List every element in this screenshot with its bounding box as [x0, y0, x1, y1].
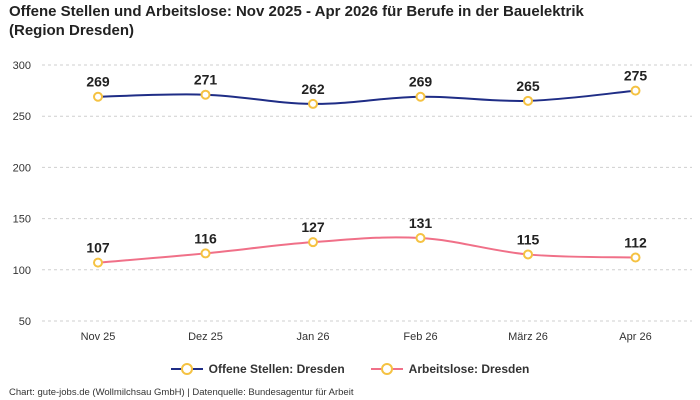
- series-2-point-6: [630, 252, 641, 263]
- y-tick-label-200: 200: [13, 162, 31, 174]
- series-line-1: [97, 89, 636, 105]
- y-tick-label-50: 50: [19, 316, 31, 328]
- x-tick-label-2: Dez 25: [188, 331, 223, 343]
- y-tick-label-100: 100: [13, 265, 31, 277]
- series-1-data-label-1: 269: [86, 74, 110, 90]
- y-tick-label-150: 150: [13, 214, 31, 226]
- series-1-point-2: [200, 89, 211, 100]
- y-tick-label-250: 250: [13, 111, 31, 123]
- legend-swatch-offene-stellen: [170, 363, 203, 375]
- legend-item-offene-stellen[interactable]: Offene Stellen: Dresden: [170, 362, 345, 376]
- legend-item-arbeitslose[interactable]: Arbeitslose: Dresden: [370, 362, 530, 376]
- line-chart: 50 100 150 200 250 300 Nov 25 Dez 25 Jan 26 Feb 2…: [13, 60, 692, 343]
- series-2-data-label-2: 116: [194, 230, 217, 246]
- legend: Offene Stellen: Dresden Arbeitslose: Dre…: [0, 362, 700, 376]
- series-2-data-label-5: 115: [517, 231, 540, 247]
- y-tick-label-300: 300: [13, 60, 31, 72]
- series-2-data-label-6: 112: [624, 235, 647, 251]
- series-2-point-4: [415, 233, 426, 244]
- chart-title: Offene Stellen und Arbeitslose: Nov 2025…: [9, 2, 689, 40]
- series-1-data-label-2: 271: [194, 72, 218, 88]
- series-1-data-label-5: 265: [516, 78, 540, 94]
- chart-title-line-2: (Region Dresden): [9, 22, 135, 39]
- footer-source: Chart: gute-jobs.de (Wollmilchsau GmbH) …: [9, 387, 354, 398]
- x-tick-label-4: Feb 26: [403, 331, 437, 343]
- series-2-point-3: [308, 237, 318, 248]
- x-tick-label-3: Jan 26: [296, 331, 329, 343]
- series-1-point-5: [523, 95, 533, 106]
- series-1-point-3: [308, 98, 318, 109]
- series-2-data-label-4: 131: [409, 215, 433, 231]
- series-1-point-4: [415, 91, 426, 102]
- series-1-point-1: [93, 91, 103, 102]
- series-2-data-label-1: 107: [86, 240, 110, 256]
- x-tick-label-6: Apr 26: [619, 331, 651, 343]
- series-1-data-label-4: 269: [409, 74, 433, 90]
- series-2-point-5: [523, 249, 533, 260]
- series-2-data-label-3: 127: [301, 219, 325, 235]
- chart-title-line-1: Offene Stellen und Arbeitslose: Nov 2025…: [9, 3, 584, 20]
- series-1-data-label-6: 275: [624, 68, 648, 84]
- series-line-2: [97, 236, 636, 264]
- series-2-point-1: [93, 257, 103, 268]
- legend-label-offene-stellen: Offene Stellen: Dresden: [208, 362, 345, 376]
- series-1-point-6: [630, 85, 641, 96]
- legend-swatch-arbeitslose: [370, 363, 403, 375]
- x-tick-label-1: Nov 25: [81, 331, 116, 343]
- series-2-point-2: [200, 248, 211, 259]
- series-1-data-label-3: 262: [301, 81, 325, 97]
- x-tick-label-5: März 26: [508, 331, 548, 343]
- legend-label-arbeitslose: Arbeitslose: Dresden: [408, 362, 530, 376]
